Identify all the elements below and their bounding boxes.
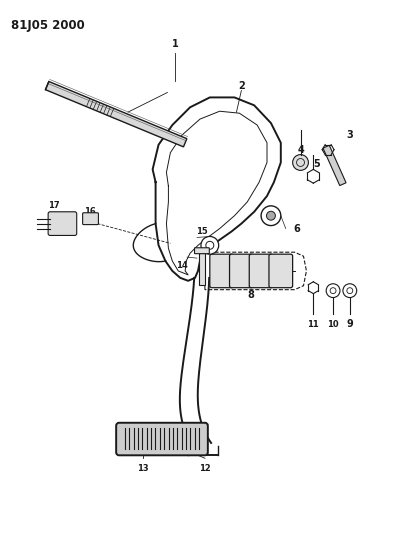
FancyBboxPatch shape — [116, 423, 208, 455]
Text: 11: 11 — [307, 320, 319, 329]
FancyBboxPatch shape — [83, 213, 98, 224]
Circle shape — [293, 155, 309, 171]
Text: 14: 14 — [177, 261, 188, 270]
Circle shape — [326, 284, 340, 297]
Polygon shape — [152, 98, 281, 281]
Text: 5: 5 — [313, 159, 320, 169]
Polygon shape — [199, 253, 204, 285]
Circle shape — [201, 237, 219, 254]
Text: 3: 3 — [346, 130, 353, 140]
Circle shape — [266, 211, 275, 220]
Text: 16: 16 — [84, 207, 95, 216]
Text: 7: 7 — [228, 280, 235, 290]
FancyBboxPatch shape — [48, 212, 77, 236]
Polygon shape — [45, 82, 187, 147]
Text: 6: 6 — [294, 223, 300, 233]
Text: 10: 10 — [327, 320, 339, 329]
Text: 9: 9 — [346, 319, 353, 329]
Circle shape — [343, 284, 357, 297]
Text: 12: 12 — [199, 464, 211, 473]
Text: 15: 15 — [196, 227, 208, 236]
Text: 13: 13 — [137, 464, 149, 473]
FancyBboxPatch shape — [210, 254, 234, 288]
Text: 81J05 2000: 81J05 2000 — [11, 19, 84, 31]
FancyBboxPatch shape — [195, 248, 209, 254]
Text: 17: 17 — [48, 201, 60, 211]
Text: 2: 2 — [238, 80, 245, 91]
FancyBboxPatch shape — [230, 254, 253, 288]
Circle shape — [261, 206, 281, 225]
Text: 4: 4 — [297, 144, 304, 155]
FancyBboxPatch shape — [269, 254, 293, 288]
FancyBboxPatch shape — [249, 254, 273, 288]
Text: 8: 8 — [248, 289, 255, 300]
Text: 1: 1 — [172, 39, 179, 49]
Polygon shape — [323, 146, 346, 185]
